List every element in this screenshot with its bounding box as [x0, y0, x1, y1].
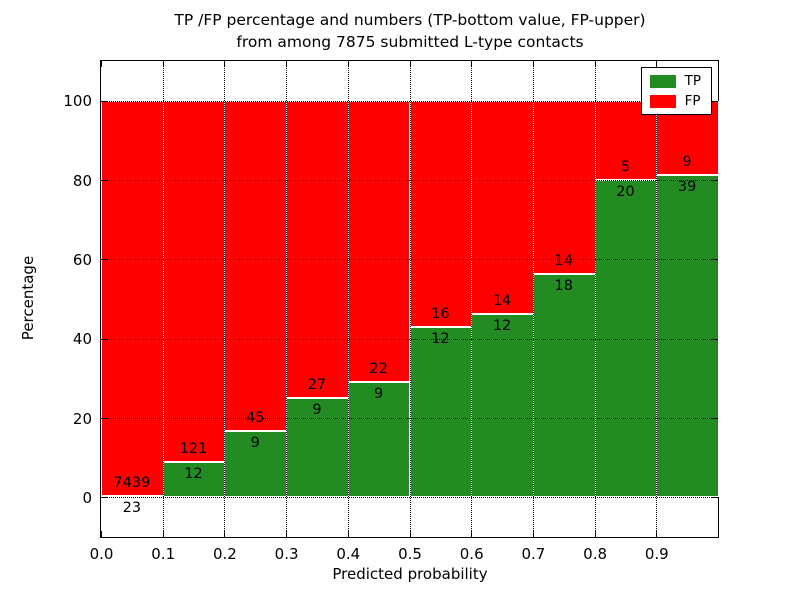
legend-swatch-tp: [649, 74, 676, 88]
y-tick-label: 20: [72, 409, 92, 428]
tp-count-label: 20: [616, 184, 635, 200]
bar-fp-segment: [347, 100, 411, 383]
chart-title: TP /FP percentage and numbers (TP-bottom…: [100, 9, 720, 53]
fp-count-label: 7439: [113, 475, 151, 492]
tp-count-label: 12: [184, 465, 203, 482]
x-tick-label: 0.8: [583, 545, 608, 563]
plot-area: 7439 23 121 12 45 9 27 9 22 9 16 12 14 12 14 18 5 20 9 39 T…: [100, 60, 719, 538]
fp-count-label: 5: [620, 159, 631, 175]
tp-count-label: 9: [250, 435, 260, 452]
fp-count-label: 22: [369, 361, 388, 378]
tp-count-label: 12: [431, 331, 450, 348]
x-tick-label: 0.6: [459, 545, 484, 563]
bars-layer: [101, 61, 719, 537]
bar-fp-segment: [409, 100, 473, 328]
chart-title-line2: from among 7875 submitted L-type contact…: [236, 33, 584, 51]
y-tick-label: 80: [72, 171, 92, 190]
y-tick-label: 60: [72, 250, 92, 269]
x-tick-mark: [101, 531, 102, 537]
legend: TP FP: [640, 67, 712, 115]
x-tick-mark: [101, 61, 102, 67]
fp-count-label: 14: [554, 253, 573, 270]
x-tick-label: 0.3: [274, 545, 299, 563]
tp-count-label: 9: [312, 402, 322, 419]
bar-tp-segment: [347, 382, 411, 498]
x-tick-label: 0.1: [151, 545, 176, 563]
x-tick-label: 0.9: [644, 545, 669, 563]
fp-count-label: 45: [246, 410, 265, 427]
annotations-layer: 7439 23 121 12 45 9 27 9 22 9 16 12 14 12 14 18 5 20 9 39: [101, 61, 718, 537]
y-tick-label: 100: [63, 92, 92, 111]
tp-count-label: 12: [492, 318, 512, 335]
bar-tp-segment: [286, 398, 349, 498]
fp-count-label: 121: [179, 440, 208, 457]
bar-tp-segment: [532, 274, 596, 498]
x-tick-label: 0.0: [89, 545, 114, 563]
fp-count-label: 16: [431, 306, 450, 323]
fp-count-label: 27: [307, 377, 327, 394]
bar-fp-segment: [286, 100, 349, 399]
bar-tp-segment: [656, 175, 719, 498]
legend-label-fp: FP: [684, 93, 701, 109]
legend-item-tp: TP: [649, 73, 701, 89]
x-tick-label: 0.7: [521, 545, 546, 563]
tp-count-label: 23: [122, 500, 142, 517]
y-tick-label: 40: [72, 330, 92, 349]
bar-fp-segment: [471, 100, 534, 315]
x-tick-label: 0.5: [398, 545, 422, 563]
chart-title-line1: TP /FP percentage and numbers (TP-bottom…: [174, 11, 646, 29]
legend-swatch-fp: [649, 94, 676, 108]
tp-count-label: 18: [554, 278, 573, 295]
legend-item-fp: FP: [649, 93, 701, 109]
tp-count-label: 39: [677, 179, 697, 196]
y-axis-label: Percentage: [19, 255, 37, 341]
y-tick-label: 0: [82, 488, 92, 507]
fp-count-label: 9: [682, 154, 692, 171]
x-tick-label: 0.4: [336, 545, 361, 563]
bar-fp-segment: [532, 100, 596, 275]
legend-label-tp: TP: [684, 73, 701, 89]
tp-count-label: 9: [374, 386, 384, 403]
x-tick-label: 0.2: [212, 545, 237, 563]
x-axis-label: Predicted probability: [332, 565, 488, 583]
fp-count-label: 14: [492, 293, 512, 310]
